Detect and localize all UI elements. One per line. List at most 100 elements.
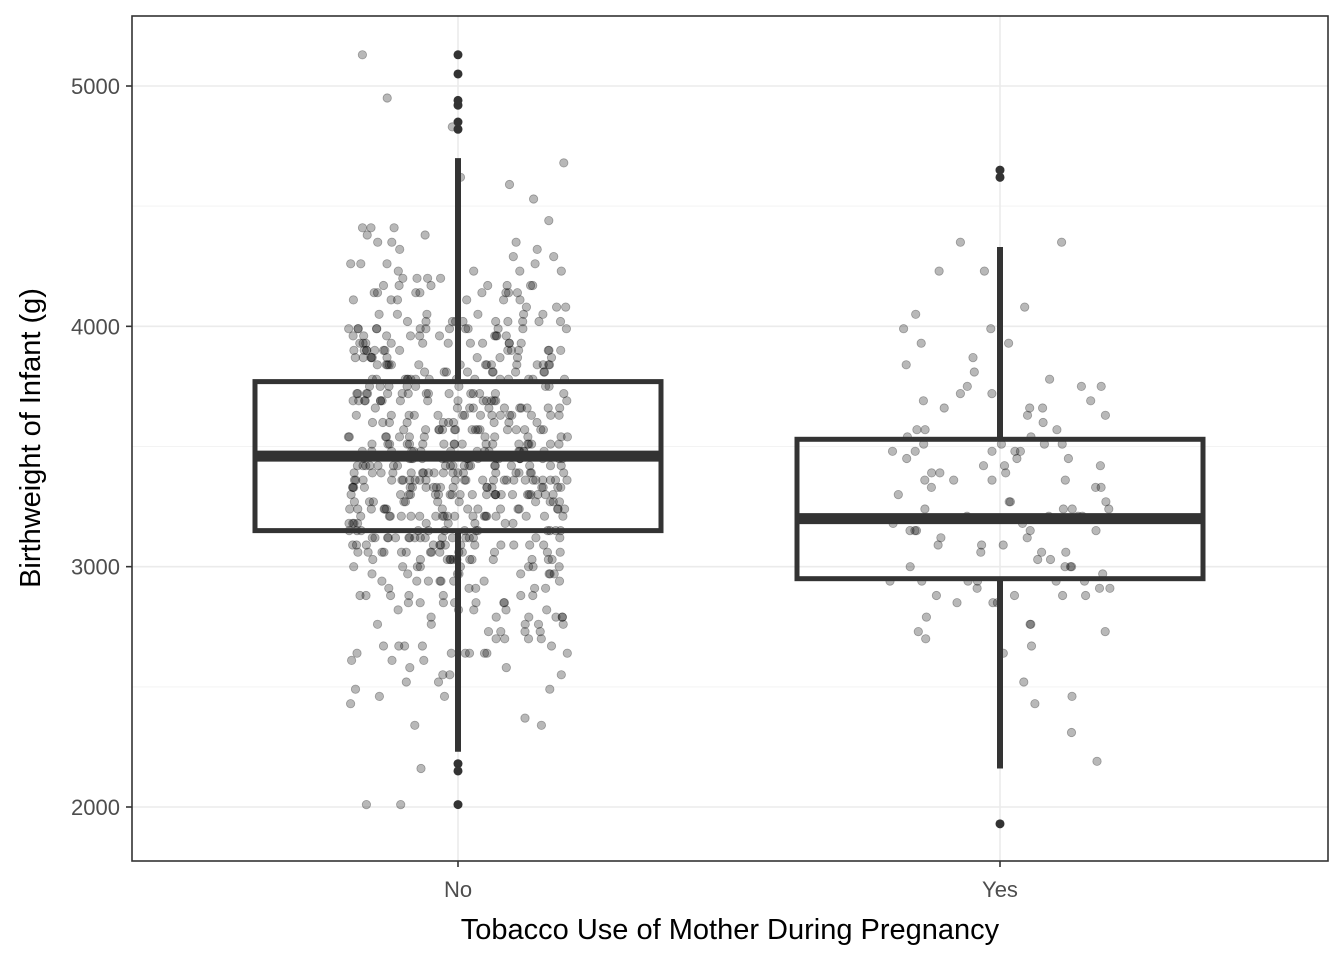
jitter-point bbox=[911, 309, 921, 319]
jitter-point bbox=[460, 324, 471, 334]
jitter-point bbox=[415, 554, 425, 565]
jitter-point bbox=[453, 396, 463, 406]
jitter-point bbox=[352, 518, 363, 529]
jitter-point bbox=[372, 324, 382, 334]
jitter-point bbox=[440, 540, 450, 550]
jitter-point bbox=[443, 417, 454, 428]
jitter-point bbox=[457, 439, 467, 449]
jitter-point bbox=[496, 489, 506, 500]
jitter-point bbox=[437, 533, 447, 543]
jitter-point bbox=[426, 619, 436, 629]
jitter-point bbox=[438, 468, 448, 478]
jitter-point bbox=[536, 634, 546, 644]
jitter-point bbox=[550, 475, 561, 485]
jitter-point bbox=[916, 338, 926, 348]
jitter-point bbox=[403, 598, 413, 608]
jitter-point bbox=[483, 626, 494, 637]
jitter-point bbox=[496, 540, 506, 550]
jitter-point bbox=[555, 316, 566, 327]
jitter-point bbox=[559, 504, 570, 514]
jitter-point bbox=[926, 468, 937, 478]
jitter-point bbox=[955, 388, 966, 399]
jitter-point bbox=[486, 360, 496, 370]
jitter-point bbox=[368, 497, 378, 507]
jitter-point bbox=[407, 482, 417, 492]
jitter-point bbox=[368, 554, 378, 565]
jitter-point bbox=[504, 338, 514, 348]
jitter-point bbox=[366, 223, 376, 233]
jitter-point bbox=[437, 504, 447, 514]
jitter-point bbox=[373, 237, 383, 247]
x-tick-label: Yes bbox=[982, 877, 1018, 902]
jitter-point bbox=[367, 533, 377, 543]
jitter-point bbox=[371, 324, 382, 334]
jitter-point bbox=[544, 360, 554, 370]
jitter-point bbox=[512, 360, 522, 370]
jitter-point bbox=[1063, 453, 1074, 464]
x-axis-title: Tobacco Use of Mother During Pregnancy bbox=[461, 914, 1000, 946]
jitter-point bbox=[377, 547, 387, 557]
jitter-point bbox=[436, 540, 446, 550]
jitter-point bbox=[349, 482, 359, 492]
jitter-point bbox=[562, 396, 572, 406]
jitter-point bbox=[1033, 554, 1043, 565]
jitter-point bbox=[372, 360, 382, 370]
jitter-point bbox=[1057, 237, 1067, 247]
jitter-point bbox=[518, 324, 528, 334]
jitter-point bbox=[438, 670, 448, 680]
jitter-point bbox=[1004, 497, 1014, 507]
jitter-point bbox=[353, 547, 363, 557]
jitter-point bbox=[468, 403, 478, 413]
jitter-point bbox=[1009, 590, 1020, 601]
jitter-point bbox=[439, 367, 449, 377]
jitter-point bbox=[396, 511, 406, 521]
jitter-point bbox=[392, 295, 403, 305]
jitter-point bbox=[1012, 453, 1022, 464]
jitter-point bbox=[361, 590, 371, 601]
jitter-point bbox=[979, 266, 990, 276]
jitter-point bbox=[482, 482, 492, 492]
jitter-point bbox=[473, 504, 483, 514]
jitter-point bbox=[512, 352, 523, 363]
jitter-point bbox=[405, 482, 415, 492]
jitter-point bbox=[475, 410, 486, 420]
jitter-point bbox=[514, 468, 524, 478]
jitter-point bbox=[898, 324, 909, 334]
jitter-point bbox=[491, 634, 501, 644]
jitter-point bbox=[1045, 554, 1056, 565]
jitter-point bbox=[511, 425, 521, 435]
jitter-point bbox=[387, 475, 397, 485]
jitter-point bbox=[559, 388, 569, 399]
jitter-point bbox=[504, 179, 515, 190]
jitter-point bbox=[501, 288, 511, 298]
jitter-point bbox=[394, 432, 405, 442]
jitter-point bbox=[450, 511, 460, 521]
jitter-point bbox=[377, 396, 387, 406]
jitter-point bbox=[416, 763, 426, 774]
jitter-point bbox=[920, 425, 930, 435]
jitter-point bbox=[415, 511, 425, 521]
jitter-point bbox=[445, 670, 455, 680]
jitter-point bbox=[357, 223, 368, 233]
x-axis: No Yes bbox=[444, 861, 1018, 902]
jitter-point bbox=[912, 425, 922, 435]
jitter-point bbox=[529, 583, 540, 593]
jitter-point bbox=[542, 605, 552, 615]
jitter-point bbox=[526, 489, 536, 500]
jitter-point bbox=[433, 489, 444, 500]
jitter-point bbox=[370, 345, 380, 355]
jitter-point bbox=[552, 504, 563, 514]
jitter-point bbox=[445, 489, 455, 500]
jitter-point bbox=[558, 619, 568, 629]
jitter-point bbox=[434, 425, 444, 435]
jitter-point bbox=[442, 554, 452, 565]
jitter-point bbox=[487, 367, 497, 377]
jitter-point bbox=[477, 338, 488, 348]
jitter-point bbox=[460, 648, 470, 658]
jitter-point bbox=[397, 388, 407, 399]
jitter-point bbox=[423, 388, 433, 399]
jitter-point bbox=[492, 331, 502, 341]
jitter-point bbox=[524, 612, 534, 622]
jitter-point bbox=[905, 562, 915, 572]
jitter-point bbox=[969, 367, 979, 377]
